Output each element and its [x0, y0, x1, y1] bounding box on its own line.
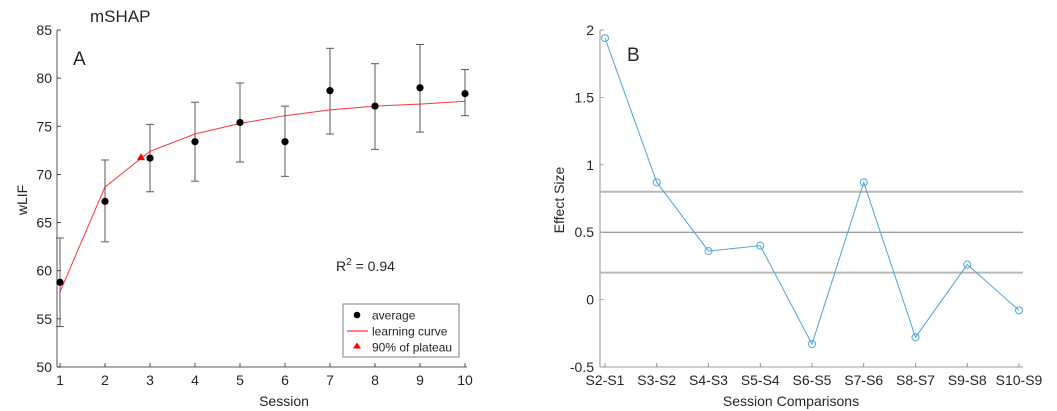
y-tick-label: 60	[36, 263, 52, 279]
y-tick-label: 0.5	[575, 224, 595, 240]
x-tick-label: 2	[101, 372, 109, 388]
average-point	[56, 278, 64, 286]
x-tick-label: 3	[146, 372, 154, 388]
chart-title: mSHAP	[90, 7, 150, 26]
panel-a: mSHAP A 50 55 60 65 70 75 80 85 1 2 3 4 5 6 7 8 9 10 Sess…	[14, 7, 473, 409]
y-tick-label: 80	[36, 70, 52, 86]
average-point	[146, 154, 154, 162]
y-tick-label: 1.5	[575, 89, 595, 105]
y-tick-label: 2	[586, 22, 594, 38]
x-axis-label: Session Comparisons	[723, 393, 859, 409]
panel-label-a: A	[73, 49, 86, 70]
effect-size-point	[1015, 306, 1023, 315]
average-point	[236, 118, 244, 127]
panel-b: B -0.5 0 0.5 1 1.5 2 S2-S1 S3-S2 S4-S3 S5-S4 S6-S5…	[551, 22, 1043, 409]
y-tick-label: -0.5	[570, 359, 594, 375]
x-tick-label: 9	[416, 372, 424, 388]
x-tick-label: 5	[236, 372, 244, 388]
effect-size-point	[704, 247, 713, 256]
effect-size-point	[911, 333, 920, 342]
x-tick-label: S4-S3	[689, 372, 728, 388]
average-point	[326, 87, 334, 95]
y-tick-label: 50	[36, 359, 52, 375]
x-tick-label: S7-S6	[844, 372, 883, 388]
legend-average-marker	[353, 311, 361, 319]
y-tick-label: 85	[36, 22, 52, 38]
effect-size-point	[859, 178, 868, 187]
x-tick-label: S2-S1	[586, 372, 625, 388]
annotation-superscript: 2	[346, 257, 352, 268]
y-tick-label: 55	[36, 311, 52, 327]
panel-label-b: B	[627, 45, 640, 66]
effect-size-point	[808, 340, 816, 349]
effect-size-point	[601, 34, 609, 43]
legend-learning-curve-label: learning curve	[372, 325, 448, 339]
x-tick-label: 6	[281, 372, 289, 388]
average-point	[101, 197, 109, 205]
average-point	[281, 138, 289, 146]
average-point	[461, 89, 469, 98]
y-tick-label: 0	[586, 292, 594, 308]
x-tick-label: S10-S9	[996, 372, 1043, 388]
y-axis-label: wLIF	[14, 185, 30, 216]
x-tick-label: S3-S2	[637, 372, 676, 388]
average-point	[371, 102, 379, 110]
effect-size-line	[604, 37, 1020, 346]
x-tick-label: 8	[371, 372, 379, 388]
y-tick-label: 65	[36, 215, 52, 231]
r-squared-annotation: R2 = 0.94	[336, 257, 395, 274]
learning-curve-line	[59, 100, 466, 293]
plateau-marker	[137, 153, 145, 161]
x-tick-label: S9-S8	[948, 372, 987, 388]
y-tick-label: 1	[586, 157, 594, 173]
legend-average-label: average	[372, 309, 416, 323]
x-tick-label: 1	[56, 372, 64, 388]
effect-size-point	[963, 260, 972, 269]
x-tick-label: 4	[191, 372, 199, 388]
x-tick-label: 10	[457, 372, 473, 388]
legend-plateau-marker	[353, 342, 361, 349]
average-point	[416, 84, 424, 92]
y-tick-label: 75	[36, 118, 52, 134]
x-tick-label: S5-S4	[741, 372, 780, 388]
annotation-prefix: R	[336, 258, 346, 274]
effect-size-point	[756, 241, 765, 250]
y-axis-label: Effect Size	[551, 166, 567, 233]
x-axis-label: Session	[259, 393, 309, 409]
legend: average learning curve 90% of plateau	[342, 303, 460, 358]
annotation-suffix: = 0.94	[352, 258, 395, 274]
legend-plateau-label: 90% of plateau	[372, 341, 452, 355]
x-tick-label: 7	[326, 372, 334, 388]
y-tick-label: 70	[36, 166, 52, 182]
x-tick-label: S6-S5	[793, 372, 832, 388]
effect-size-point	[652, 178, 661, 187]
x-tick-label: S8-S7	[896, 372, 935, 388]
average-point	[191, 138, 199, 146]
